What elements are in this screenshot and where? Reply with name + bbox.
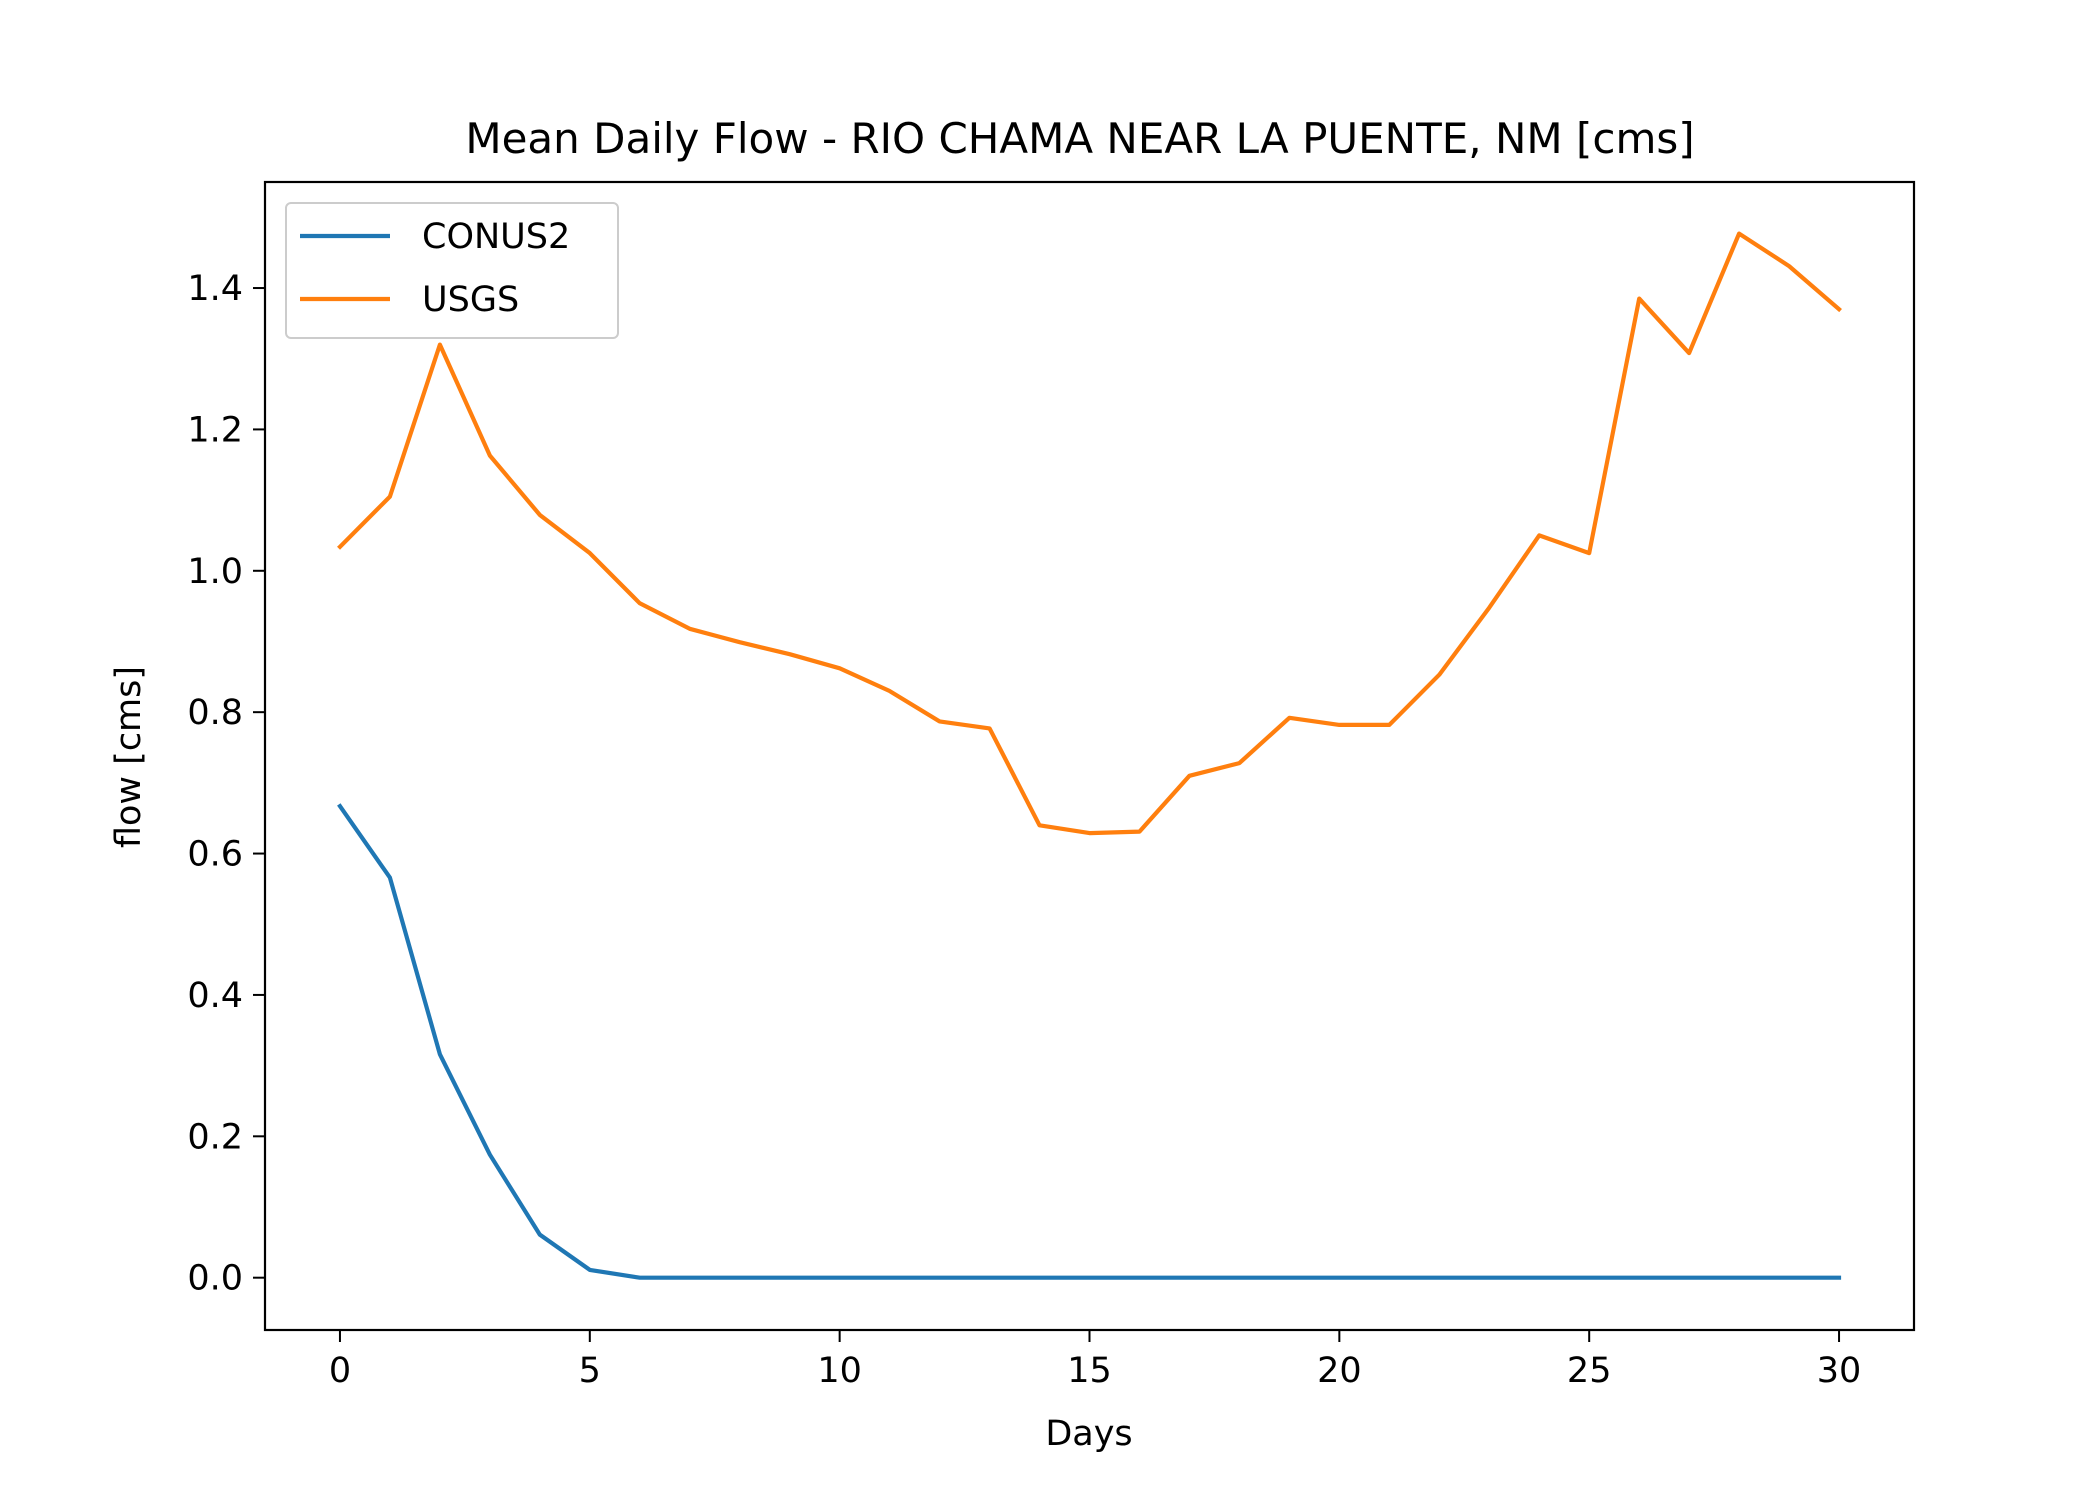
y-axis-label: flow [cms]: [109, 666, 149, 848]
x-axis-label: Days: [1045, 1414, 1132, 1454]
series-line-usgs: [337, 231, 1842, 836]
y-tick-label: 0.2: [187, 1117, 243, 1157]
chart-title: Mean Daily Flow - RIO CHAMA NEAR LA PUEN…: [465, 114, 1694, 163]
x-tick-label: 5: [579, 1351, 601, 1391]
x-axis: 0 5 10 15 20 25 30: [329, 1330, 1862, 1391]
legend-label-conus2: CONUS2: [422, 217, 570, 257]
x-tick-label: 0: [329, 1351, 351, 1391]
legend-label-usgs: USGS: [422, 280, 519, 320]
y-tick-label: 1.2: [187, 410, 243, 450]
y-tick-label: 0.8: [187, 693, 243, 733]
series-line-conus2: [337, 803, 1842, 1280]
y-tick-label: 0.6: [187, 835, 243, 875]
x-tick-label: 30: [1817, 1351, 1862, 1391]
y-tick-label: 1.4: [187, 269, 243, 309]
y-tick-label: 0.0: [187, 1259, 243, 1299]
y-axis: 0.0 0.2 0.4 0.6 0.8 1.0 1.2 1.4: [187, 269, 265, 1299]
series-layer: [337, 231, 1842, 1280]
x-tick-label: 20: [1317, 1351, 1362, 1391]
y-tick-label: 1.0: [187, 552, 243, 592]
x-tick-label: 15: [1067, 1351, 1112, 1391]
y-tick-label: 0.4: [187, 976, 243, 1016]
legend: CONUS2 USGS: [285, 202, 619, 339]
x-tick-label: 10: [817, 1351, 862, 1391]
x-tick-label: 25: [1567, 1351, 1612, 1391]
